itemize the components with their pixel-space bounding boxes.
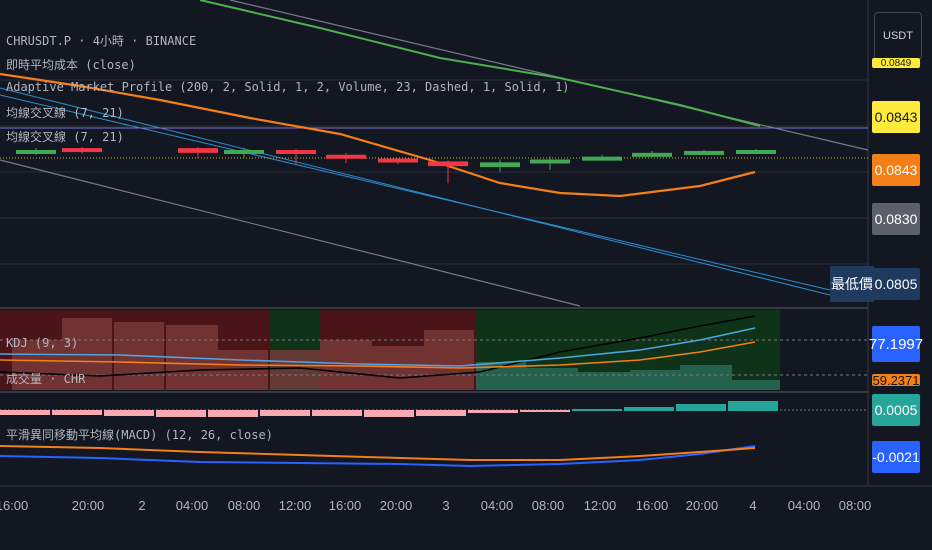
time-label: 04:00 bbox=[787, 498, 821, 513]
time-label: 4 bbox=[749, 498, 757, 513]
channel-upper bbox=[229, 0, 869, 151]
macd-histogram-bar bbox=[0, 410, 50, 415]
macd-histogram-bar bbox=[156, 410, 206, 417]
volume-bar bbox=[526, 368, 578, 390]
kdj-label[interactable]: KDJ (9, 3) bbox=[6, 336, 79, 350]
macd-histogram-bar bbox=[468, 410, 518, 413]
macd-histogram-bar bbox=[52, 410, 102, 415]
price-top-cut: 0.0849 bbox=[872, 58, 920, 69]
candle-body bbox=[632, 152, 672, 157]
macd-histogram-bar bbox=[416, 410, 466, 416]
candle-body bbox=[326, 154, 366, 159]
macd-histogram-bar bbox=[728, 401, 778, 411]
macd-histogram-bar bbox=[520, 410, 570, 412]
time-label: 12:00 bbox=[583, 498, 617, 513]
price-tag-ma: 0.0843 bbox=[872, 101, 920, 133]
time-label: 08:00 bbox=[838, 498, 872, 513]
time-label: 20:00 bbox=[71, 498, 105, 513]
macd-histogram-bar bbox=[624, 407, 674, 411]
macd-histogram-bar bbox=[208, 410, 258, 417]
volume-bar bbox=[680, 365, 732, 390]
low-price-label: 最低價 bbox=[830, 266, 874, 302]
price-tag-current: 0.0843 bbox=[872, 154, 920, 186]
candle-body bbox=[62, 148, 102, 153]
currency-button[interactable]: USDT bbox=[874, 12, 922, 60]
price-tag-level: 0.0830 bbox=[872, 203, 920, 235]
candle-body bbox=[378, 158, 418, 163]
volume-bar bbox=[732, 380, 780, 390]
volume-bar bbox=[12, 340, 62, 390]
candle-body bbox=[428, 161, 468, 167]
kdj-k-line bbox=[0, 327, 756, 367]
time-label: 16:00 bbox=[635, 498, 669, 513]
macd-histogram-bar bbox=[104, 410, 154, 416]
indicator-cost[interactable]: 即時平均成本 (close) bbox=[6, 58, 136, 72]
candle-body bbox=[276, 150, 316, 154]
macd-signal-line bbox=[0, 445, 756, 461]
candle-body bbox=[736, 150, 776, 154]
time-label: 04:00 bbox=[480, 498, 514, 513]
time-label: 08:00 bbox=[531, 498, 565, 513]
macd-histogram-bar bbox=[364, 410, 414, 417]
time-label: 16:00 bbox=[328, 498, 362, 513]
candle-body bbox=[480, 162, 520, 168]
candle-body bbox=[582, 156, 622, 161]
volume-bar bbox=[270, 350, 320, 390]
macd-histogram-bar bbox=[572, 409, 622, 411]
candle-body bbox=[16, 150, 56, 154]
kdj-value-tag-2: 59.2371 bbox=[872, 372, 920, 388]
low-price-value: 0.0805 bbox=[872, 268, 920, 300]
volume-bar bbox=[372, 346, 424, 390]
indicator-ma-cross-2[interactable]: 均線交叉線 (7, 21) bbox=[6, 130, 124, 144]
time-label: 04:00 bbox=[175, 498, 209, 513]
candle-body bbox=[224, 150, 264, 154]
candle-body bbox=[684, 150, 724, 155]
symbol-title[interactable]: CHRUSDT.P · 4小時 · BINANCE bbox=[6, 34, 197, 48]
kdj-value-tag: 77.1997 bbox=[869, 326, 923, 362]
macd-histogram-bar bbox=[676, 404, 726, 411]
indicator-ma-cross-1[interactable]: 均線交叉線 (7, 21) bbox=[6, 106, 124, 120]
ma-orange-line bbox=[0, 72, 756, 198]
indicator-amp[interactable]: Adaptive Market Profile (200, 2, Solid, … bbox=[6, 80, 570, 94]
kdj-d-line bbox=[0, 341, 756, 369]
time-label: 2 bbox=[138, 498, 146, 513]
time-label: 3 bbox=[442, 498, 450, 513]
volume-label[interactable]: 成交量 · CHR bbox=[6, 372, 86, 386]
macd-line bbox=[0, 445, 756, 468]
macd-value-tag: 0.0005 bbox=[872, 394, 920, 426]
time-label: 20:00 bbox=[685, 498, 719, 513]
volume-bar bbox=[424, 330, 474, 390]
channel-lower bbox=[0, 159, 581, 307]
candle-body bbox=[178, 148, 218, 153]
kdj-j-line bbox=[0, 315, 756, 379]
ma-green-line bbox=[199, 0, 761, 127]
time-label: 20:00 bbox=[379, 498, 413, 513]
time-label: 12:00 bbox=[278, 498, 312, 513]
macd-signal-tag: -0.0021 bbox=[872, 441, 920, 473]
time-label: 16:00 bbox=[0, 498, 29, 513]
macd-histogram-bar bbox=[312, 410, 362, 416]
regression-line bbox=[0, 87, 851, 301]
candle-body bbox=[530, 159, 570, 164]
volume-bar bbox=[578, 372, 630, 390]
time-label: 08:00 bbox=[227, 498, 261, 513]
macd-histogram-bar bbox=[260, 410, 310, 416]
volume-bar bbox=[630, 370, 680, 390]
macd-label[interactable]: 平滑異同移動平均線(MACD) (12, 26, close) bbox=[6, 428, 273, 442]
